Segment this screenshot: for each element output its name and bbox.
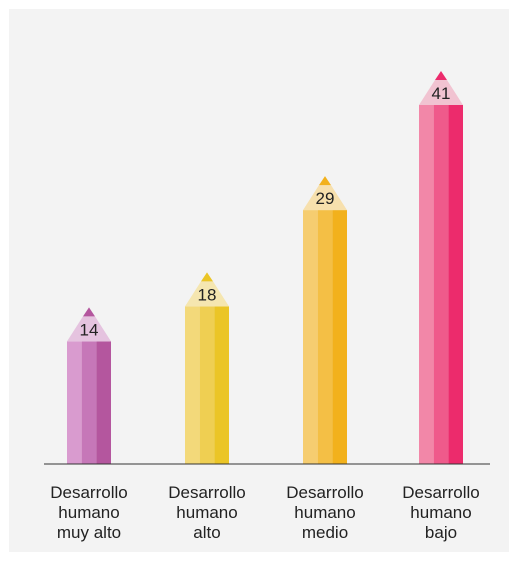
bar-stripe-light [303,210,318,464]
bar-stripe-dark [214,306,229,464]
pencil-lead [435,71,447,80]
pencil-tip [419,80,463,105]
pencil-bar-3 [303,176,347,464]
bar-stripe-dark [332,210,347,464]
bar-stripe-light [185,306,200,464]
bar-stripe-mid [433,105,449,464]
category-label: Desarrollo humano bajo [402,483,480,542]
category-label: Desarrollo humano muy alto [50,483,128,542]
bar-stripe-dark [448,105,463,464]
pencil-lead [319,176,331,186]
pencil-lead [201,272,213,282]
data-label: 14 [80,320,99,339]
category-label: Desarrollo humano alto [168,483,246,542]
bar-stripe-dark [96,341,111,464]
pencil-lead [83,307,95,317]
bar-stripe-mid [317,210,333,464]
data-label: 18 [198,285,217,304]
pencil-bar-2 [185,272,229,464]
bar-stripe-light [67,341,82,464]
data-label: 29 [316,189,335,208]
data-label: 41 [432,84,451,103]
pencil-bar-4 [419,71,463,464]
pencil-bar-1 [67,307,111,464]
bar-stripe-light [419,105,434,464]
pencil-tip [185,281,229,307]
bar-stripe-mid [199,306,215,464]
pencil-tip [67,316,111,342]
bar-stripe-mid [81,341,97,464]
pencil-tip [303,185,347,211]
category-label: Desarrollo humano medio [286,483,364,542]
